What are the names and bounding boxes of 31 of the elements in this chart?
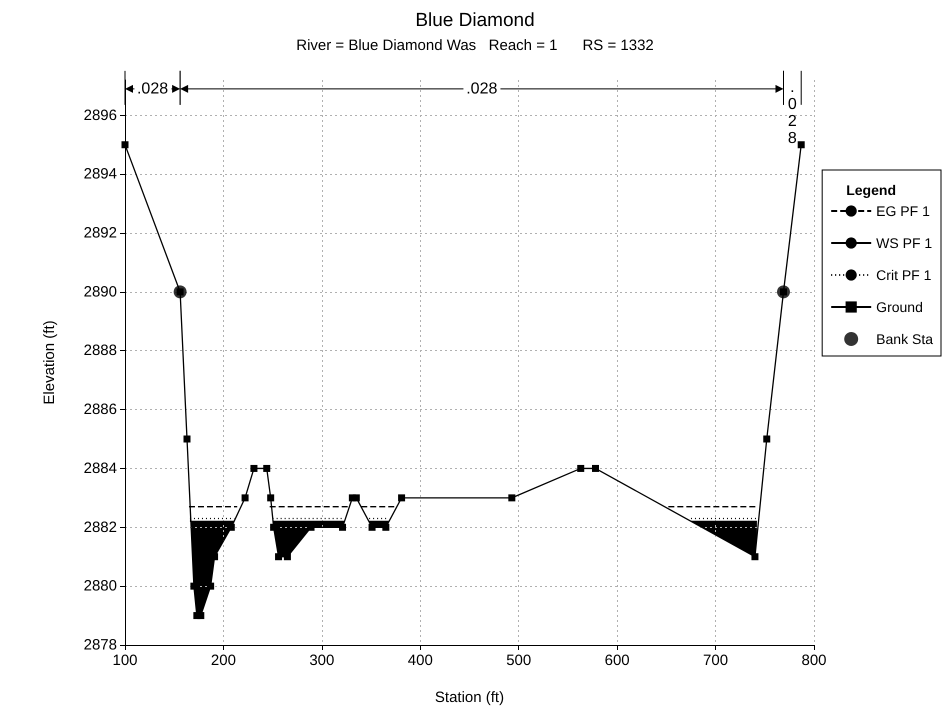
x-tick-label: 800 bbox=[801, 652, 827, 669]
y-tick-label: 2892 bbox=[84, 224, 117, 242]
y-tick-label: 2886 bbox=[84, 401, 117, 418]
legend-label: WS PF 1 bbox=[876, 235, 932, 251]
x-tick-label: 100 bbox=[112, 652, 138, 669]
x-tick-label: 500 bbox=[506, 652, 532, 669]
y-tick-label: 2896 bbox=[84, 106, 117, 124]
y-tick-label: 2878 bbox=[84, 636, 117, 654]
legend-label: EG PF 1 bbox=[876, 203, 930, 219]
annotation: .028 bbox=[787, 78, 798, 147]
x-tick-label: 200 bbox=[210, 652, 236, 669]
y-tick-label: 2880 bbox=[84, 578, 117, 595]
annotation: .028 bbox=[134, 80, 172, 98]
annotation: .028 bbox=[463, 80, 500, 98]
legend-label: Bank Sta bbox=[876, 331, 934, 347]
x-tick-label: 300 bbox=[309, 652, 334, 669]
x-axis-title: Station (ft) bbox=[434, 689, 504, 706]
y-tick-label: 2894 bbox=[84, 166, 117, 183]
y-tick-label: 2884 bbox=[84, 460, 117, 477]
legend-title: Legend bbox=[846, 182, 896, 198]
x-tick-label: 400 bbox=[408, 652, 433, 669]
chart-title: Blue Diamond bbox=[415, 10, 535, 31]
x-tick-label: 600 bbox=[604, 652, 630, 669]
legend-label: Ground bbox=[876, 299, 923, 315]
y-axis-title: Elevation (ft) bbox=[41, 320, 58, 405]
y-tick-label: 2890 bbox=[84, 283, 117, 300]
chart-subtitle: River = Blue Diamond Was Reach = 1 RS = 1332 bbox=[296, 37, 654, 54]
y-tick-label: 2882 bbox=[84, 518, 117, 536]
y-tick-label: 2888 bbox=[84, 342, 117, 360]
legend-label: Crit PF 1 bbox=[876, 267, 932, 283]
x-tick-label: 700 bbox=[703, 652, 728, 669]
